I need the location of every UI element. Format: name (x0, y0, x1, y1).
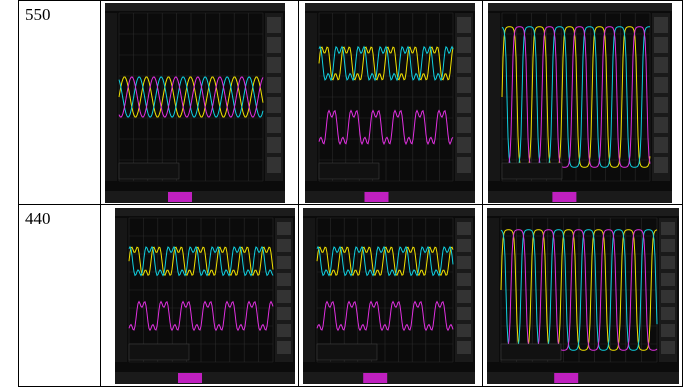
side-button (661, 256, 675, 269)
bottom-tab (363, 373, 387, 383)
side-button (277, 239, 291, 252)
image-cell (299, 205, 483, 387)
side-button (457, 157, 471, 173)
side-button (654, 97, 668, 113)
bottom-bar (305, 191, 475, 203)
left-panel (305, 13, 317, 181)
side-button (277, 273, 291, 286)
side-button (661, 341, 675, 354)
side-button (267, 137, 281, 153)
bottom-bar (488, 191, 672, 203)
measurement-box (317, 344, 377, 360)
side-button (661, 307, 675, 320)
image-cell (299, 1, 483, 205)
side-button (654, 37, 668, 53)
bottom-bar (115, 372, 295, 384)
side-button (267, 17, 281, 33)
side-button (654, 137, 668, 153)
side-button (661, 273, 675, 286)
measurement-box (119, 163, 179, 179)
measurement-box (502, 163, 562, 179)
oscilloscope-screenshot (488, 3, 672, 203)
page: 550 440 (() => { const data = JSON.parse… (0, 0, 689, 388)
side-button (457, 137, 471, 153)
side-button (267, 157, 281, 173)
table-row: 440 (19, 205, 683, 387)
side-button (457, 324, 471, 337)
side-button (267, 97, 281, 113)
oscilloscope-screenshot (305, 3, 475, 203)
side-button (457, 290, 471, 303)
side-button (267, 117, 281, 133)
side-button (654, 157, 668, 173)
side-button (457, 222, 471, 235)
row-label: 440 (19, 205, 101, 387)
bottom-tab (554, 373, 578, 383)
side-button (457, 17, 471, 33)
side-button (661, 239, 675, 252)
side-button (277, 307, 291, 320)
results-table: 550 440 (18, 0, 683, 387)
bottom-tab (178, 373, 202, 383)
bottom-bar (303, 372, 475, 384)
side-button (277, 324, 291, 337)
table-row: 550 (19, 1, 683, 205)
side-button (277, 256, 291, 269)
side-button (457, 256, 471, 269)
measurement-box (129, 344, 189, 360)
bottom-tab (365, 192, 389, 202)
side-button (661, 290, 675, 303)
side-button (457, 57, 471, 73)
oscilloscope-screenshot (487, 208, 679, 384)
side-button (654, 117, 668, 133)
side-button (661, 222, 675, 235)
side-button (267, 77, 281, 93)
oscilloscope-screenshot (105, 3, 285, 203)
side-button (457, 341, 471, 354)
side-button (267, 37, 281, 53)
side-button (654, 17, 668, 33)
bottom-bar (487, 372, 679, 384)
side-button (654, 57, 668, 73)
bottom-tab (552, 192, 576, 202)
oscilloscope-screenshot (303, 208, 475, 384)
side-button (457, 117, 471, 133)
top-bar (303, 208, 475, 216)
top-bar (487, 208, 679, 216)
side-button (457, 273, 471, 286)
bottom-tab (168, 192, 192, 202)
side-button (457, 37, 471, 53)
row-label: 550 (19, 1, 101, 205)
top-bar (305, 3, 475, 11)
top-bar (105, 3, 285, 11)
side-button (654, 77, 668, 93)
top-bar (115, 208, 295, 216)
image-cell (101, 1, 299, 205)
measurement-box (319, 163, 379, 179)
oscilloscope-screenshot (115, 208, 295, 384)
image-cell (483, 205, 683, 387)
side-button (457, 77, 471, 93)
side-button (457, 97, 471, 113)
left-panel (105, 13, 117, 181)
side-button (457, 239, 471, 252)
left-panel (303, 218, 315, 362)
side-button (457, 307, 471, 320)
side-button (661, 324, 675, 337)
bottom-bar (105, 191, 285, 203)
left-panel (115, 218, 127, 362)
measurement-box (501, 344, 561, 360)
image-cell (101, 205, 299, 387)
left-panel (488, 13, 500, 181)
side-button (277, 222, 291, 235)
left-panel (487, 218, 499, 362)
top-bar (488, 3, 672, 11)
side-button (277, 290, 291, 303)
side-button (277, 341, 291, 354)
image-cell (483, 1, 683, 205)
side-button (267, 57, 281, 73)
